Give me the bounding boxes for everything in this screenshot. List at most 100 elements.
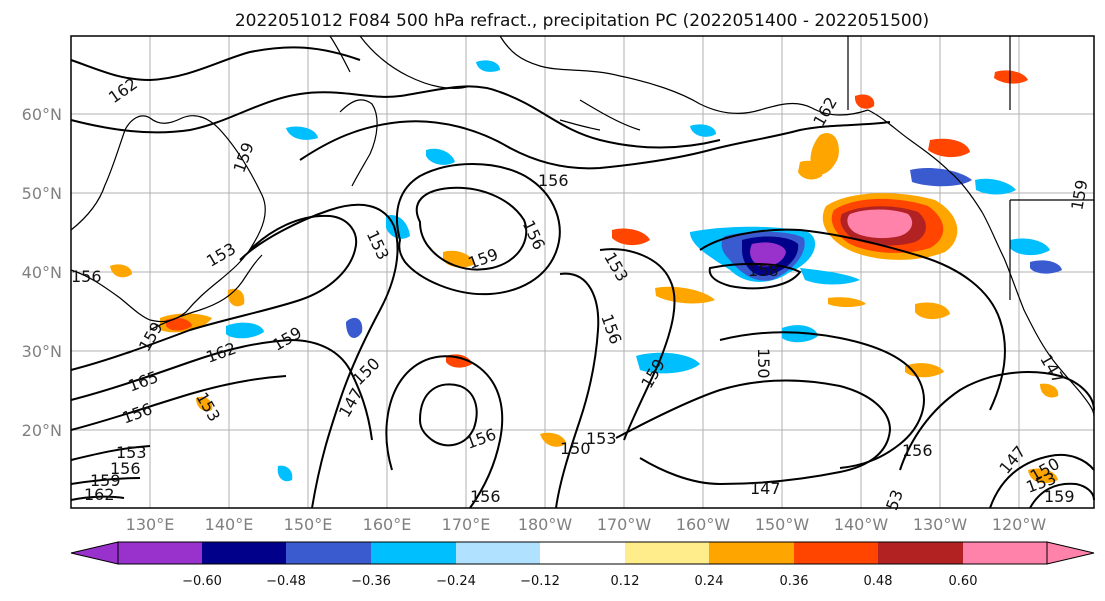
lon-label: 120°W bbox=[992, 515, 1047, 534]
precip-negative-blob-main-4 bbox=[750, 242, 786, 267]
precip-patch-korea bbox=[110, 264, 132, 278]
contour-line-20 bbox=[1029, 482, 1095, 509]
colorbar-frame bbox=[117, 541, 1048, 565]
contour-label: 150 bbox=[560, 439, 591, 458]
precip-patch-dateline-1 bbox=[426, 148, 455, 165]
contour-label: 162 bbox=[84, 485, 115, 504]
precip-patch-east-3 bbox=[1040, 383, 1059, 398]
colorbar-tick-label: −0.36 bbox=[351, 574, 391, 589]
contour-label: 156 bbox=[71, 267, 102, 286]
colorbar-tick-label: 0.24 bbox=[695, 574, 724, 589]
colorbar-extend-low bbox=[70, 541, 119, 565]
contour-line-14 bbox=[615, 379, 892, 486]
contour-label: 159 bbox=[1044, 487, 1075, 506]
precip-negative-blob-tail bbox=[800, 268, 860, 285]
lat-label: 30°N bbox=[22, 342, 62, 361]
lon-label: 170°E bbox=[442, 515, 491, 534]
colorbar-bin bbox=[709, 542, 794, 564]
precip-patch-south-3 bbox=[196, 396, 213, 412]
latitude-labels: 60°N 50°N 40°N 30°N 20°N bbox=[22, 105, 62, 440]
contours bbox=[70, 46, 1095, 509]
contour-line-16 bbox=[708, 262, 802, 290]
colorbar-bin bbox=[794, 542, 878, 564]
contour-line-12 bbox=[555, 272, 600, 509]
longitude-labels: 130°E 140°E 150°E 160°E 170°E 180°W 170°… bbox=[126, 515, 1047, 534]
colorbar-tick-label: 0.60 bbox=[949, 574, 978, 589]
contour-line-13 bbox=[599, 248, 676, 441]
colorbar: −0.60 −0.48 −0.36 −0.24 −0.12 0.12 0.24 … bbox=[70, 541, 1095, 589]
lon-label: 130°E bbox=[126, 515, 175, 534]
graticule bbox=[71, 36, 1094, 508]
coast-canada bbox=[867, 109, 1095, 417]
coast-kamchatka bbox=[339, 99, 378, 187]
precip-patch-nw-2 bbox=[476, 60, 500, 72]
lon-label: 160°E bbox=[363, 515, 412, 534]
contour-label: 159 bbox=[90, 471, 121, 490]
precip-patch-bc-1 bbox=[928, 138, 970, 158]
contour-labels: 162 159 153 156 159 153 156 153 156 159 … bbox=[71, 74, 1091, 513]
colorbar-bin bbox=[118, 542, 202, 564]
contour-label: 153 bbox=[586, 429, 617, 448]
contour-line-8 bbox=[70, 338, 373, 441]
map-frame bbox=[70, 35, 1095, 509]
precip-patch-canada-2 bbox=[854, 94, 875, 109]
lon-label: 130°W bbox=[913, 515, 968, 534]
precip-patch-canada-1 bbox=[994, 70, 1028, 84]
colorbar-bin bbox=[963, 542, 1047, 564]
contour-label: 156 bbox=[110, 459, 141, 478]
lon-label: 180°W bbox=[518, 515, 573, 534]
precip-patch-ne-1 bbox=[1028, 468, 1058, 484]
colorbar-tick-label: −0.60 bbox=[182, 574, 222, 589]
contour-line-19 bbox=[989, 454, 1095, 509]
colorbar-tick-label: 0.12 bbox=[611, 574, 640, 589]
precip-patch-central-4 bbox=[828, 297, 866, 307]
contour-line-1 bbox=[70, 46, 361, 82]
precip-patch-central-3 bbox=[636, 352, 700, 374]
colorbar-tick-label: −0.24 bbox=[436, 574, 476, 589]
contour-label: 156 bbox=[470, 487, 501, 506]
colorbar-extend-high bbox=[1046, 541, 1095, 565]
colorbar-bin bbox=[878, 542, 963, 564]
lon-label: 150°W bbox=[755, 515, 810, 534]
contour-line-21 bbox=[70, 445, 151, 501]
precip-patch-south-1 bbox=[540, 432, 566, 447]
lon-label: 170°W bbox=[597, 515, 652, 534]
contour-label: 156 bbox=[902, 441, 933, 460]
contour-line-2 bbox=[70, 85, 721, 149]
map-panel: 162 159 153 156 159 153 156 153 156 159 … bbox=[70, 35, 1095, 513]
contour-line-9 bbox=[70, 375, 287, 431]
lon-label: 150°E bbox=[284, 515, 333, 534]
contour-line-3 bbox=[299, 120, 891, 170]
figure-title: 2022051012 F084 500 hPa refract., precip… bbox=[235, 11, 929, 31]
precip-patch-alaska-2 bbox=[798, 160, 823, 180]
lon-label: 140°E bbox=[205, 515, 254, 534]
colorbar-tick-label: 0.48 bbox=[864, 574, 893, 589]
precip-patch-central-2 bbox=[655, 286, 715, 304]
contour-label: 153 bbox=[116, 443, 147, 462]
colorbar-tick-label: 0.36 bbox=[780, 574, 809, 589]
lat-label: 20°N bbox=[22, 421, 62, 440]
precip-patch-bc-2 bbox=[910, 168, 972, 187]
lat-label: 60°N bbox=[22, 105, 62, 124]
precip-patch-central-1 bbox=[612, 228, 650, 246]
colorbar-bin bbox=[540, 542, 625, 564]
coastlines bbox=[70, 35, 1095, 417]
coast-inland-border bbox=[847, 36, 1094, 300]
coast-alaska bbox=[499, 35, 869, 116]
precip-patch-east-2 bbox=[915, 302, 950, 320]
colorbar-bin bbox=[371, 542, 456, 564]
contour-line-15 bbox=[699, 228, 1006, 411]
contour-line-18 bbox=[899, 371, 1095, 471]
contour-line-4 bbox=[415, 186, 528, 271]
lat-label: 50°N bbox=[22, 184, 62, 203]
contour-line-10 bbox=[385, 355, 504, 509]
lat-label: 40°N bbox=[22, 263, 62, 282]
precip-patch-west-3 bbox=[226, 322, 264, 339]
colorbar-bin bbox=[202, 542, 286, 564]
colorbar-tick-label: −0.48 bbox=[266, 574, 306, 589]
contour-line-17 bbox=[719, 331, 925, 469]
precip-patch-nw-1 bbox=[286, 126, 318, 140]
colorbar-tick-label: −0.12 bbox=[520, 574, 560, 589]
lon-label: 140°W bbox=[834, 515, 889, 534]
